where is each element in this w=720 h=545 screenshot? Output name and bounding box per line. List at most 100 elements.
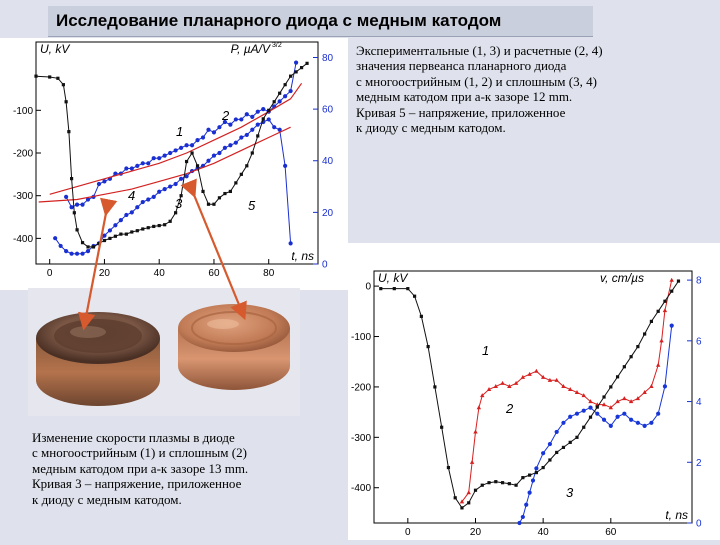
data-point [669,323,674,328]
data-point [554,377,559,382]
data-point [601,402,607,407]
data-point [676,279,681,283]
data-point [588,405,593,410]
series-line [519,325,673,524]
data-point [656,411,661,416]
y-left-tick-label: -200 [13,149,33,160]
data-point [85,248,91,254]
data-point [272,100,276,104]
x-tick-label: 60 [605,527,617,538]
data-point [217,125,222,130]
data-point [174,211,178,215]
data-point [541,465,545,470]
data-point [113,223,118,228]
data-point [195,164,200,168]
series-line [54,118,292,255]
data-point [524,502,529,507]
data-point [140,161,145,166]
data-point [575,435,579,439]
data-point [206,127,211,132]
data-point [222,145,228,150]
curve-label: 1 [176,124,183,139]
y-right-tick-label: 40 [322,156,334,167]
data-point [635,420,640,425]
x-axis-label: t, ns [291,249,314,263]
caption-line: Кривая 3 – напряжение, приложенное [32,476,242,492]
chart-velocity-panel: 0 20 40 60 0 -100 -200 -300 -400 8 6 4 2 0 U, kV t, ns v… [348,243,720,540]
plot-frame [373,270,693,524]
data-point [168,219,172,223]
data-point [146,226,150,230]
data-point [460,506,464,510]
data-point [635,396,641,401]
caption-line: значения первеанса планарного диода [356,58,567,74]
y-left-tick-label: -300 [351,433,371,444]
data-point [102,179,107,184]
data-point [80,251,85,256]
data-point [179,145,184,150]
data-point [588,399,593,404]
solid-cathode-image [178,304,290,390]
data-point [135,229,139,233]
data-point [622,396,627,401]
data-point [255,109,260,114]
data-point [69,251,74,256]
data-point [250,151,254,155]
series-line [35,62,308,248]
data-point [469,459,475,464]
data-point [662,384,668,389]
data-point [568,414,573,419]
data-point [151,194,156,199]
data-point [162,187,167,192]
data-point [228,189,232,194]
data-point [669,277,674,282]
data-point [514,483,518,487]
data-point [58,243,63,249]
data-point [419,314,423,318]
data-point [102,233,107,238]
data-point [91,245,96,249]
data-point [184,159,189,164]
data-point [168,150,173,156]
data-point [69,177,74,181]
data-point [211,130,217,135]
curve-label: 4 [128,188,135,203]
data-point [595,405,599,409]
data-point [289,74,293,78]
data-point [173,181,178,187]
data-point [486,387,492,392]
data-point [534,471,538,475]
data-point [581,408,586,413]
data-point [152,224,156,229]
caption-line: к диоду с медным катодом. [32,491,182,507]
y-left-tick-label: 0 [365,282,371,293]
data-point [124,232,128,236]
caption-line: медным катодом при а-к зазоре 13 mm. [32,460,249,476]
data-point [649,319,654,323]
data-point [64,100,68,104]
caption-line: Кривая 5 – напряжение, приложенное [356,104,566,120]
data-point [288,88,293,94]
data-point [200,135,206,140]
data-point [189,143,195,148]
data-point [261,117,265,121]
data-point [96,181,102,187]
y-right-tick-label: 6 [696,336,702,347]
x-tick-label: 80 [263,268,275,279]
data-point [527,371,532,376]
data-point [530,478,536,483]
curve-label: 3 [566,485,574,500]
data-point [473,429,478,434]
data-point [184,143,189,148]
data-point [500,481,505,485]
data-point [146,161,151,166]
data-point [534,466,539,471]
data-point [74,251,80,256]
caption-velocity: Изменение скорости плазмы в диоде с мног… [32,430,332,507]
data-point [636,345,640,349]
y-left-tick-label: -100 [351,332,371,343]
data-point [223,191,227,196]
data-point [75,228,79,232]
data-point [64,248,69,254]
data-point [643,332,647,336]
